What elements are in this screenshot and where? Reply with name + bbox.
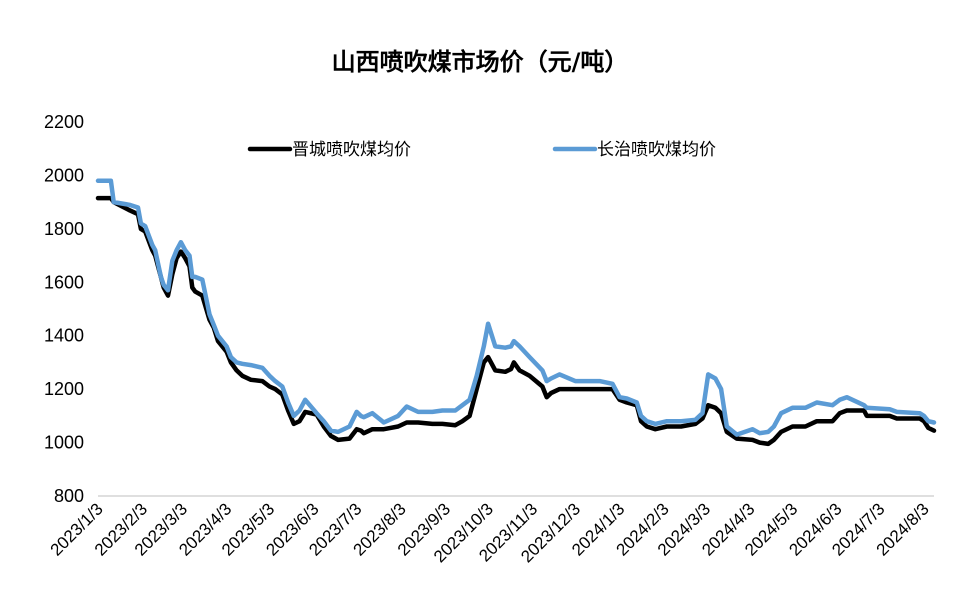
y-tick-label: 1800 (44, 219, 84, 239)
legend: 晋城喷吹煤均价 长治喷吹煤均价 (247, 140, 716, 160)
y-tick-label: 2000 (44, 165, 84, 185)
chart-title: 山西喷吹煤市场价（元/吨） (332, 48, 629, 76)
series-line-2 (95, 178, 937, 437)
x-axis: 2023/1/32023/2/32023/3/32023/4/32023/5/3… (47, 499, 933, 566)
legend-label-series-1: 晋城喷吹煤均价 (292, 140, 411, 160)
plot-area (95, 178, 937, 447)
y-tick-label: 2200 (44, 112, 84, 132)
y-tick-label: 1000 (44, 433, 84, 453)
y-tick-label: 1400 (44, 326, 84, 346)
y-tick-label: 1600 (44, 272, 84, 292)
y-tick-label: 800 (54, 486, 84, 506)
y-axis: 800 1000 1200 1400 1600 1800 2000 2200 (44, 112, 84, 506)
legend-label-series-2: 长治喷吹煤均价 (597, 140, 716, 160)
y-tick-label: 1200 (44, 379, 84, 399)
series-line-1 (95, 195, 937, 447)
